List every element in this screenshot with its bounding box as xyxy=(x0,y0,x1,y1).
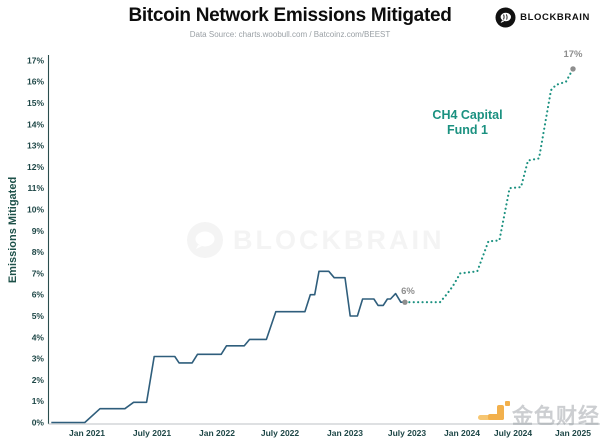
x-axis-tick-label: July 2023 xyxy=(388,428,427,438)
y-axis-tick-label: 11% xyxy=(27,183,44,193)
annotation-label: 6% xyxy=(401,286,415,297)
blockbrain-brand: BLOCKBRAIN xyxy=(495,7,590,28)
y-axis-tick-label: 9% xyxy=(32,226,45,236)
emissions-line-solid xyxy=(51,270,405,424)
y-axis-tick-label: 16% xyxy=(27,77,44,87)
series-label-line2: Fund 1 xyxy=(447,122,488,137)
projection-line-dotted xyxy=(403,67,575,304)
series-label-line1: CH4 Capital xyxy=(432,108,503,122)
y-axis-tick-label: 7% xyxy=(32,268,45,278)
data-source-subtitle: Data Source: charts.woobull.com / Batcoi… xyxy=(189,30,391,39)
x-axis-tick-label: July 2022 xyxy=(261,428,300,438)
y-axis-tick-label: 6% xyxy=(32,290,45,300)
x-axis-tick-label: Jan 2022 xyxy=(199,428,235,438)
y-axis-tick-label: 14% xyxy=(27,119,44,129)
y-axis-tick-label: 8% xyxy=(32,247,45,257)
page-title: Bitcoin Network Emissions Mitigated xyxy=(128,5,452,26)
y-axis-tick-label: 10% xyxy=(27,205,44,215)
x-axis-tick-label: July 2024 xyxy=(494,428,533,438)
y-axis-tick-label: 17% xyxy=(27,55,44,65)
jinse-watermark-text: 金色财经 xyxy=(512,405,600,428)
y-axis-tick-label: 15% xyxy=(27,98,44,108)
y-axis-tick-label: 12% xyxy=(27,162,44,172)
jinse-finance-watermark: 金色财经 xyxy=(478,401,600,427)
y-axis-tick-label: 3% xyxy=(32,354,45,364)
annotation-marker-dot xyxy=(570,66,576,72)
y-axis-tick-label: 5% xyxy=(32,311,45,321)
y-axis-tick-label: 0% xyxy=(32,418,45,428)
jinse-finance-logo-icon xyxy=(478,401,510,420)
x-axis-tick-label: Jan 2023 xyxy=(327,428,363,438)
series-label-ch4-capital-fund: CH4 Capital Fund 1 xyxy=(420,108,515,138)
x-axis-tick-label: Jan 2021 xyxy=(69,428,105,438)
y-axis-tick-label: 13% xyxy=(27,141,44,151)
y-axis-tick-label: 2% xyxy=(32,375,45,385)
brand-name: BLOCKBRAIN xyxy=(520,12,590,23)
y-axis-tick-label: 4% xyxy=(32,332,45,342)
x-axis-tick-label: Jan 2024 xyxy=(444,428,480,438)
annotation-label: 17% xyxy=(563,49,583,60)
x-axis-tick-label: July 2021 xyxy=(133,428,172,438)
y-axis-tick-label: 1% xyxy=(32,396,45,406)
y-axis-title: Emissions Mitigated xyxy=(7,176,19,284)
x-axis-tick-label: Jan 2025 xyxy=(555,428,591,438)
chart-header: Bitcoin Network Emissions Mitigated Data… xyxy=(0,5,580,39)
annotation-marker-dot xyxy=(402,299,408,305)
blockbrain-logo-icon xyxy=(495,7,516,28)
